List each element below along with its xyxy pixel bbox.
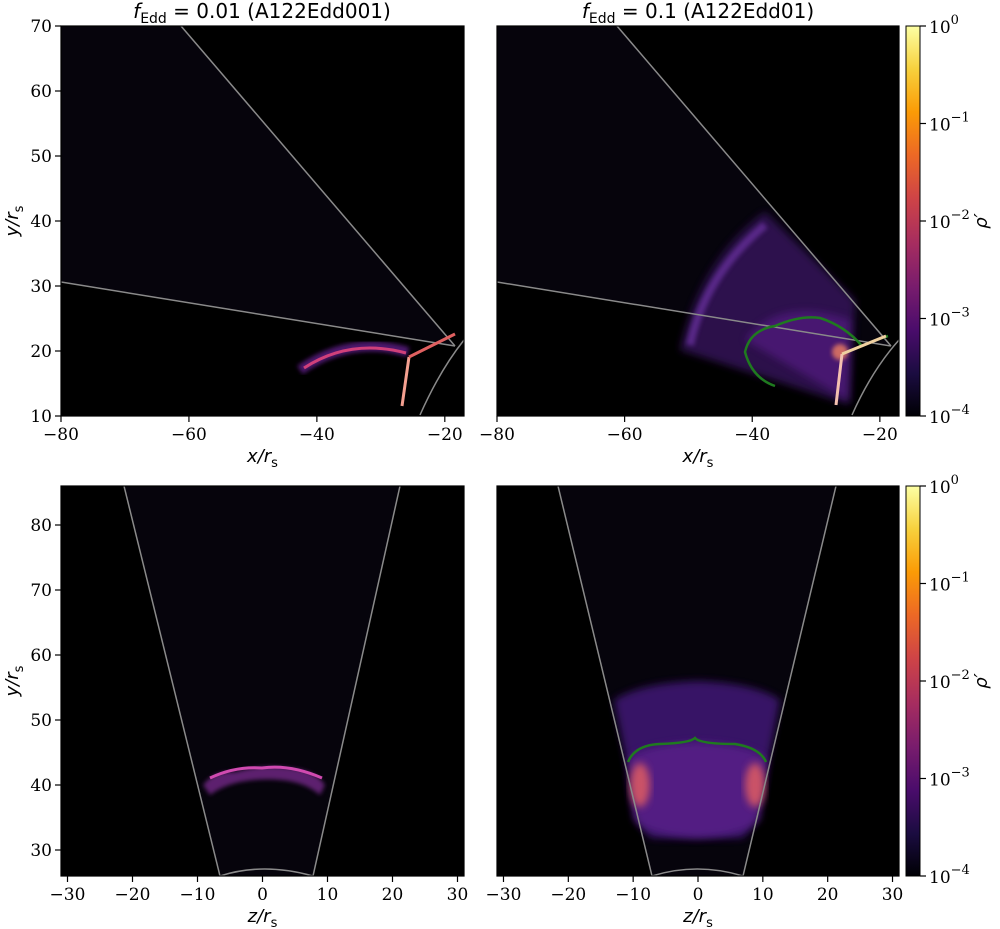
axes: −30 −20 −10 0 10 20 30 30 40 50 60 70 80 z/rs y/rs xyxy=(2,485,469,929)
colorbar-tick-label: 100 xyxy=(929,13,959,38)
density-filament xyxy=(400,356,411,407)
x-tick-label: −40 xyxy=(299,425,335,445)
colorbar-tick-label: 10−4 xyxy=(929,863,970,888)
density-peak xyxy=(832,344,848,360)
axes: −30 −20 −10 0 10 20 30 z/rs xyxy=(486,485,904,929)
wedge-domain xyxy=(124,486,400,876)
axes: −80 −60 −40 −20 10 20 30 40 50 60 70 x/rs y/rs xyxy=(2,17,465,471)
colorbar-top: 100 10−1 10−2 10−3 10−4 ρ′ xyxy=(905,13,992,428)
green-contour xyxy=(626,736,768,763)
y-tick-label: 40 xyxy=(30,776,52,796)
x-tick-label: −10 xyxy=(180,885,216,905)
density-lobe-left xyxy=(630,763,650,807)
boundary-line xyxy=(61,281,456,347)
boundary-line xyxy=(742,486,837,876)
density-outflow-edge xyxy=(686,221,768,346)
axes-frame xyxy=(496,25,900,417)
y-tick-label: 30 xyxy=(30,277,52,297)
y-axis-label: y/rs xyxy=(2,665,27,697)
boundary-line xyxy=(616,26,892,347)
x-tick-label: −10 xyxy=(615,885,651,905)
inner-arc xyxy=(419,339,464,416)
colorbar-tick-label: 10−1 xyxy=(929,111,970,136)
wedge-domain xyxy=(61,26,455,346)
colorbar-tick-label: 10−4 xyxy=(929,403,970,428)
panel-title: fEdd = 0.01 (A122Edd001) xyxy=(133,0,391,27)
panel-bottom-right: −30 −20 −10 0 10 20 30 z/rs xyxy=(486,485,904,929)
density-core xyxy=(745,311,850,400)
x-tick-label: 20 xyxy=(817,885,839,905)
x-tick-label: −80 xyxy=(43,425,79,445)
y-tick-label: 50 xyxy=(30,711,52,731)
y-tick-label: 70 xyxy=(30,581,52,601)
x-tick-label: −20 xyxy=(550,885,586,905)
colorbar-tick-label: 100 xyxy=(929,473,959,498)
density-shell-edge xyxy=(303,346,407,370)
x-tick-label: 10 xyxy=(752,885,774,905)
colorbar-tick-label: 10−3 xyxy=(929,766,970,791)
density-inner xyxy=(628,742,767,838)
y-tick-label: 40 xyxy=(30,212,52,232)
y-axis-label: y/rs xyxy=(2,205,27,237)
x-tick-label: 10 xyxy=(317,885,339,905)
x-axis-label: z/rs xyxy=(247,906,278,929)
y-tick-label: 80 xyxy=(30,516,52,536)
y-tick-label: 50 xyxy=(30,147,52,167)
density-lobe-right xyxy=(745,763,765,807)
x-tick-label: −20 xyxy=(115,885,151,905)
x-tick-label: 0 xyxy=(257,885,268,905)
boundary-line xyxy=(497,281,892,347)
colorbar-label: ρ′ xyxy=(971,673,992,689)
x-axis-label: z/rs xyxy=(682,906,713,929)
y-tick-label: 10 xyxy=(30,407,52,427)
density-filament xyxy=(841,334,887,356)
x-tick-label: 0 xyxy=(693,885,704,905)
x-tick-label: 30 xyxy=(447,885,469,905)
boundary-line xyxy=(180,26,456,347)
x-tick-label: −60 xyxy=(171,425,207,445)
colorbar-ticks: 100 10−1 10−2 10−3 10−4 xyxy=(920,13,970,428)
y-tick-label: 60 xyxy=(30,82,52,102)
boundary-line xyxy=(557,486,653,876)
colorbar-gradient xyxy=(905,485,921,877)
axes: −80 −60 −40 −20 x/rs xyxy=(479,25,900,471)
density-shell-edge xyxy=(209,765,323,780)
boundary-line xyxy=(123,486,221,876)
panel-title: fEdd = 0.1 (A122Edd01) xyxy=(582,0,814,27)
colorbar-ticks: 100 10−1 10−2 10−3 10−4 xyxy=(920,473,970,888)
x-axis-label: x/rs xyxy=(246,446,278,471)
x-tick-label: −40 xyxy=(734,425,770,445)
inner-arc xyxy=(219,868,314,876)
colorbar-tick-label: 10−2 xyxy=(929,208,970,233)
colorbar-bottom: 100 10−1 10−2 10−3 10−4 ρ′ xyxy=(905,473,992,888)
x-tick-label: −60 xyxy=(607,425,643,445)
x-tick-label: −30 xyxy=(50,885,86,905)
colorbar-gradient xyxy=(905,25,921,417)
inner-arc xyxy=(851,339,899,416)
x-tick-label: 20 xyxy=(382,885,404,905)
panel-top-right: fEdd = 0.1 (A122Edd01) −80 −60 −40 −20 x/rs xyxy=(479,0,900,471)
x-tick-label: −80 xyxy=(479,425,515,445)
y-tick-label: 20 xyxy=(30,342,52,362)
x-tick-label: 30 xyxy=(882,885,904,905)
panel-top-left: fEdd = 0.01 (A122Edd001) −80 −60 −40 −20 10 2… xyxy=(2,0,465,471)
y-tick-label: 70 xyxy=(30,17,52,37)
boundary-line xyxy=(312,486,401,876)
y-tick-label: 60 xyxy=(30,646,52,666)
colorbar-tick-label: 10−3 xyxy=(929,306,970,331)
x-tick-label: −20 xyxy=(427,425,463,445)
density-filament xyxy=(834,353,844,406)
y-tick-label: 30 xyxy=(30,841,52,861)
panel-bottom-left: −30 −20 −10 0 10 20 30 30 40 50 60 70 80 z/rs y/rs xyxy=(2,485,469,929)
x-tick-label: −20 xyxy=(862,425,898,445)
density-filament xyxy=(408,332,456,359)
density-shell xyxy=(203,766,325,795)
colorbar-label: ρ′ xyxy=(971,213,992,229)
colorbar-tick-label: 10−1 xyxy=(929,571,970,596)
colorbar-tick-label: 10−2 xyxy=(929,668,970,693)
inner-arc xyxy=(651,868,744,876)
x-tick-label: −30 xyxy=(486,885,522,905)
x-axis-label: x/rs xyxy=(682,446,714,471)
